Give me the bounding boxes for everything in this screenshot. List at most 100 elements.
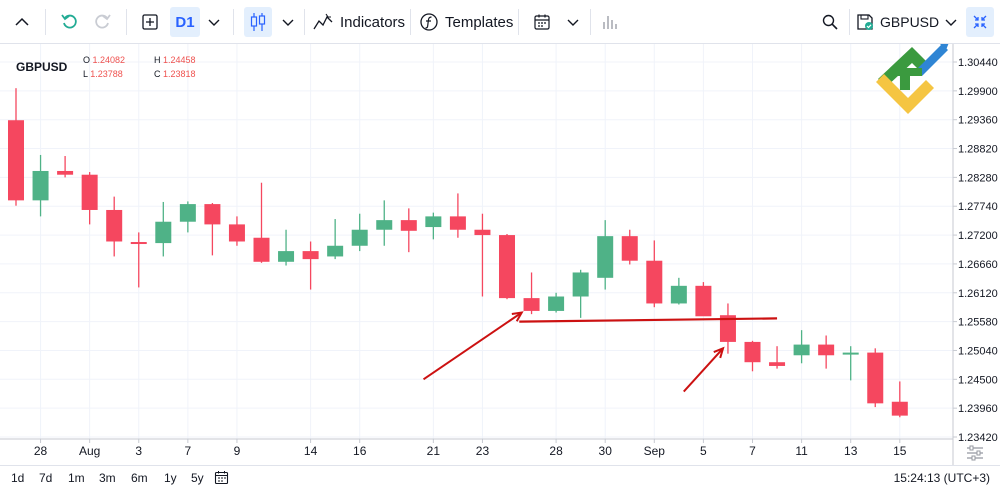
range-6m-button[interactable]: 6m (131, 471, 148, 485)
indicators-icon (313, 13, 333, 30)
calendar-chevron-down-icon[interactable] (561, 7, 585, 37)
clock: 15:24:13 (UTC+3) (893, 471, 990, 485)
arrow-shaft (422, 311, 523, 381)
toolbar-divider (45, 9, 46, 35)
arrow-head (511, 311, 524, 322)
interval-chevron-down-icon[interactable] (202, 7, 226, 37)
undo-icon[interactable] (56, 7, 84, 37)
candle-body (867, 352, 884, 404)
toolbar-divider (233, 9, 234, 35)
range-1m-button[interactable]: 1m (68, 471, 85, 485)
price-tick-label: 1.26660 (958, 259, 998, 271)
candle (81, 172, 98, 225)
range-1d-button[interactable]: 1d (11, 471, 25, 485)
candle-body (278, 251, 295, 262)
redo-icon[interactable] (88, 7, 116, 37)
candle (278, 229, 295, 266)
candle-body (572, 272, 589, 297)
candle-body (57, 170, 74, 175)
price-tick-label: 1.23960 (958, 403, 998, 415)
toolbar-divider (590, 9, 591, 35)
candle (867, 348, 884, 408)
price-chart[interactable]: 1.23420 1.23960 1.24500 1.25040 1.25580 1.261… (0, 44, 1000, 465)
candle (228, 216, 245, 246)
candle (253, 182, 270, 263)
candle (842, 346, 859, 381)
candle (818, 335, 835, 369)
candle (621, 229, 638, 265)
price-tick-label: 1.29360 (958, 115, 998, 127)
candle-body (376, 220, 393, 230)
interval-button[interactable]: D1 (170, 7, 200, 37)
arrow-head (713, 346, 725, 359)
time-tick-label: Sep (644, 444, 666, 458)
candle (597, 220, 614, 290)
symbol-chevron-down-icon[interactable] (940, 7, 962, 37)
candle (548, 292, 565, 313)
top-toolbar: D1 Indicators Templates GBPUSD (0, 0, 1000, 44)
candle-body (670, 285, 687, 304)
time-tick-label: 21 (427, 444, 441, 458)
candle-body (351, 229, 368, 246)
candle (793, 330, 810, 364)
settings-sliders-icon[interactable] (965, 445, 985, 466)
templates-button[interactable]: Templates (419, 7, 513, 37)
chart-type-candles-icon[interactable] (244, 7, 272, 37)
collapse-fullscreen-icon[interactable] (966, 7, 994, 37)
price-tick-label: 1.30440 (958, 57, 998, 69)
candle (523, 272, 540, 315)
price-tick-label: 1.25040 (958, 345, 998, 357)
save-icon (857, 14, 873, 30)
chevron-up-icon[interactable] (8, 7, 36, 37)
candle-body (228, 224, 245, 242)
search-icon[interactable] (817, 7, 843, 37)
candle (719, 303, 736, 354)
candle-body (253, 237, 270, 262)
time-tick-label: 15 (893, 444, 907, 458)
candle (449, 193, 466, 238)
candle (8, 88, 24, 206)
calendar-icon[interactable] (529, 7, 555, 37)
candle-body (130, 242, 147, 245)
calendar-range-icon[interactable] (214, 470, 229, 490)
time-tick-label: 23 (476, 444, 490, 458)
candle (32, 154, 49, 217)
time-tick-label: 13 (844, 444, 858, 458)
candle-body (474, 229, 491, 236)
range-5y-button[interactable]: 5y (191, 471, 204, 485)
price-tick-label: 1.28280 (958, 172, 998, 184)
arrow-shaft (683, 347, 724, 393)
range-7d-button[interactable]: 7d (39, 471, 53, 485)
bar-chart-icon[interactable] (598, 7, 622, 37)
time-tick-label: 16 (353, 444, 367, 458)
chart-grid (0, 44, 953, 439)
legend-high: H 1.24458 (154, 55, 196, 65)
chart-type-chevron-down-icon[interactable] (276, 7, 300, 37)
range-1y-button[interactable]: 1y (164, 471, 177, 485)
candle-body (179, 204, 196, 222)
candle-body (499, 235, 515, 299)
price-tick-label: 1.24500 (958, 374, 998, 386)
price-tick-label: 1.27200 (958, 230, 998, 242)
toolbar-divider (410, 9, 411, 35)
candle-body (425, 216, 442, 228)
candle (130, 232, 147, 288)
candle-body (81, 174, 98, 210)
bottom-toolbar: 1d 7d 1m 3m 6m 1y 5y 15:24:13 (UTC+3) (0, 465, 1000, 488)
time-axis: 28 Aug 3 7 9 14 16 21 23 28 30 Sep 5 7 11 13 15 (34, 439, 907, 458)
candle-body (891, 401, 908, 416)
support-line (519, 317, 778, 323)
range-3m-button[interactable]: 3m (99, 471, 116, 485)
annotation-layer (422, 311, 778, 393)
candle (646, 240, 663, 308)
time-tick-label: 5 (700, 444, 707, 458)
legend-open: O 1.24082 (83, 55, 126, 65)
symbol-selector-label: GBPUSD (880, 14, 940, 30)
candle (670, 277, 687, 305)
time-tick-label: 3 (135, 444, 142, 458)
templates-icon (420, 13, 438, 31)
add-symbol-icon[interactable] (136, 7, 164, 37)
candle-body (695, 285, 712, 317)
indicators-button[interactable]: Indicators (312, 7, 405, 37)
symbol-selector[interactable]: GBPUSD (856, 7, 939, 37)
